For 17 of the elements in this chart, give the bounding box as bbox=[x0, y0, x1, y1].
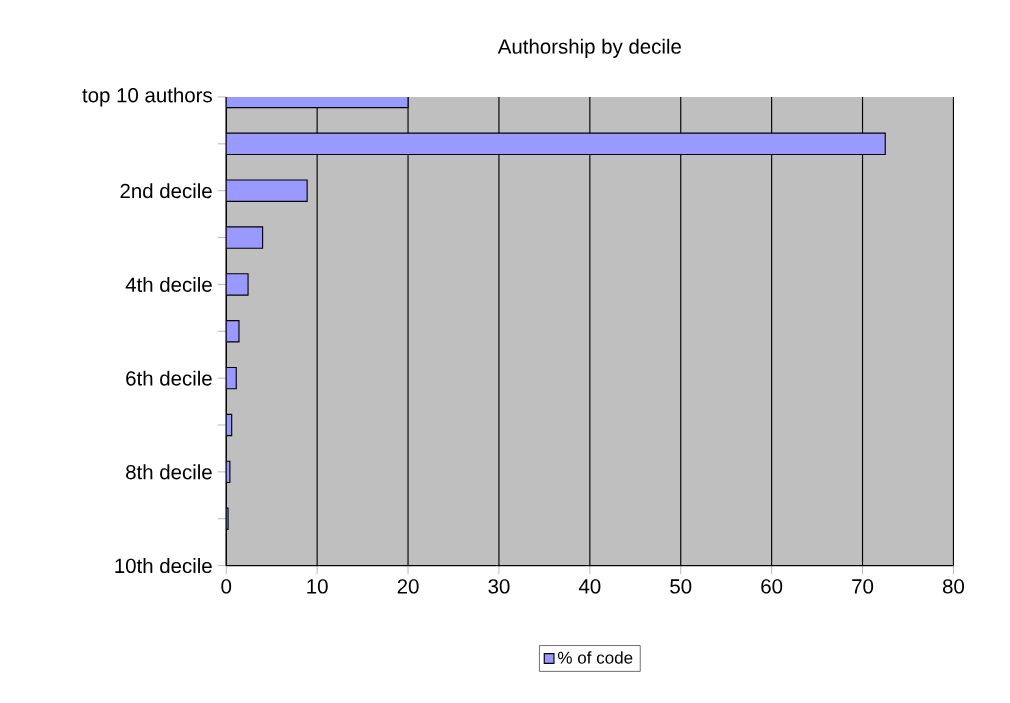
y-tick-label: 8th decile bbox=[126, 464, 212, 480]
x-tick-label: 30 bbox=[488, 579, 510, 594]
legend-label: % of code bbox=[557, 651, 633, 664]
y-tick-label: 6th decile bbox=[126, 370, 212, 386]
x-tick-label: 0 bbox=[221, 579, 232, 594]
y-tick-label: 4th decile bbox=[125, 276, 212, 292]
x-tick-label: 70 bbox=[852, 579, 874, 594]
x-tick-label: 80 bbox=[942, 579, 965, 594]
x-tick-label: 40 bbox=[578, 579, 601, 594]
y-tick-label: top 10 authors bbox=[82, 87, 212, 107]
y-tick-label: 10th decile bbox=[115, 558, 212, 574]
x-tick-label: 10 bbox=[307, 579, 328, 594]
x-tick-label: 50 bbox=[670, 579, 692, 594]
y-tick-label: 2nd decile bbox=[120, 183, 212, 199]
chart-title: Authorship by decile bbox=[497, 38, 681, 58]
x-tick-label: 20 bbox=[397, 579, 419, 594]
x-tick-label: 60 bbox=[761, 579, 783, 594]
